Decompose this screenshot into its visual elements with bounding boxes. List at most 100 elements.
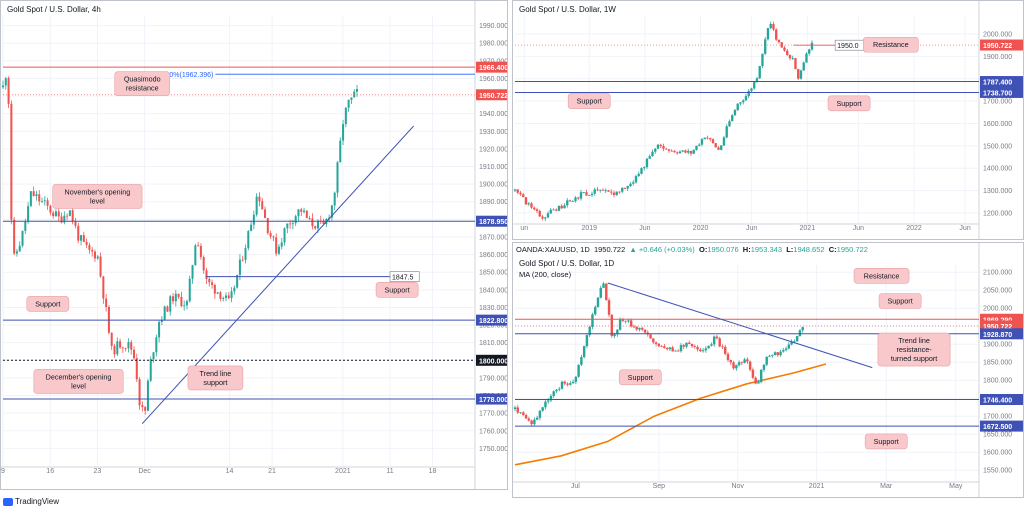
chart-canvas-4h[interactable]: 1750.0001760.0001770.0001780.0001790.000… bbox=[1, 1, 508, 490]
candle-body bbox=[737, 362, 741, 366]
candle-body bbox=[718, 338, 721, 347]
annotation-text: November's opening bbox=[65, 187, 131, 196]
annotation-callout: Support bbox=[26, 296, 70, 312]
candle-body bbox=[244, 248, 247, 260]
candle-body bbox=[740, 362, 744, 364]
candle-body bbox=[60, 216, 63, 223]
candle-body bbox=[291, 223, 294, 225]
candle-body bbox=[32, 191, 35, 197]
level-tag-text: 1950.0 bbox=[837, 43, 859, 50]
candle-body bbox=[46, 200, 49, 206]
candle-body bbox=[4, 78, 7, 86]
candle-body bbox=[211, 282, 214, 285]
candle-body bbox=[594, 307, 597, 315]
x-tick-label: Sep bbox=[653, 483, 666, 490]
candle-body bbox=[726, 353, 730, 361]
candle-body bbox=[347, 99, 350, 108]
candle-body bbox=[591, 314, 594, 327]
candle-body bbox=[779, 351, 782, 356]
candle-body bbox=[618, 319, 622, 330]
candle-body bbox=[682, 345, 685, 347]
candle-body bbox=[163, 306, 166, 320]
candle-body bbox=[765, 356, 768, 365]
annotation-box bbox=[567, 93, 611, 109]
candle-body bbox=[255, 196, 258, 215]
price-axis-badge bbox=[980, 328, 1023, 340]
candle-body bbox=[805, 53, 808, 63]
candle-body bbox=[524, 415, 528, 419]
candle-body bbox=[202, 257, 205, 271]
y-tick-label: 1900.000 bbox=[983, 342, 1012, 349]
annotation-box bbox=[853, 267, 910, 284]
y-tick-label: 1750.000 bbox=[479, 446, 508, 453]
candle-body bbox=[791, 58, 794, 59]
chart-canvas-1w[interactable]: 1200.000 1300.000 1400.000 1500.000 1600.000… bbox=[513, 1, 1024, 240]
x-tick-label: Nov bbox=[731, 483, 744, 490]
candle-body bbox=[124, 348, 127, 349]
chart-canvas-1d[interactable]: 1550.0001600.0001650.0001700.0001750.000… bbox=[513, 243, 1024, 498]
candle-body bbox=[261, 201, 264, 210]
chart-panel-1d[interactable]: 1550.0001600.0001650.0001700.0001750.000… bbox=[512, 242, 1024, 498]
y-tick-label: 1700.000 bbox=[983, 99, 1012, 106]
candle-body bbox=[645, 158, 649, 168]
candle-body bbox=[519, 412, 522, 414]
candle-body bbox=[676, 152, 679, 154]
candle-body bbox=[555, 209, 558, 211]
y-tick-label: 1940.000 bbox=[479, 111, 508, 118]
candle-body bbox=[569, 383, 572, 385]
candle-body bbox=[266, 218, 269, 234]
x-tick-label: 14 bbox=[226, 468, 234, 475]
candle-body bbox=[744, 96, 748, 101]
candle-body bbox=[130, 342, 133, 350]
tradingview-logo[interactable]: TradingView bbox=[3, 497, 59, 506]
candle-body bbox=[574, 197, 577, 202]
candle-body bbox=[588, 326, 591, 336]
candle-body bbox=[241, 259, 244, 261]
candle-body bbox=[303, 210, 306, 212]
y-tick-label: 2050.000 bbox=[983, 288, 1012, 295]
candle-body bbox=[29, 191, 32, 207]
candle-body bbox=[57, 211, 60, 217]
candle-body bbox=[546, 213, 550, 218]
candle-body bbox=[66, 215, 69, 217]
candle-body bbox=[146, 380, 149, 411]
candle-body bbox=[801, 327, 804, 331]
candle-body bbox=[665, 148, 668, 150]
candle-body bbox=[657, 343, 661, 347]
candle-body bbox=[544, 217, 547, 219]
y-tick-label: 1790.000 bbox=[479, 375, 508, 382]
candle-body bbox=[74, 221, 77, 226]
candle-body bbox=[183, 305, 186, 307]
candle-body bbox=[333, 192, 336, 206]
candle-body bbox=[782, 350, 785, 352]
candle-body bbox=[247, 231, 250, 249]
candle-body bbox=[810, 42, 814, 50]
candle-body bbox=[762, 364, 766, 370]
price-axis-badge bbox=[476, 215, 507, 227]
candle-body bbox=[783, 47, 786, 51]
chart-panel-4h[interactable]: 1750.0001760.0001770.0001780.0001790.000… bbox=[0, 0, 508, 490]
price-axis-badge-text: 1928.870 bbox=[983, 332, 1012, 339]
candle-body bbox=[344, 107, 347, 125]
candle-body bbox=[794, 58, 797, 70]
candle-body bbox=[668, 347, 672, 350]
annotation-text: support bbox=[203, 378, 227, 387]
candle-body bbox=[275, 237, 278, 254]
x-tick-label: 23 bbox=[94, 468, 102, 475]
candle-body bbox=[739, 102, 742, 104]
candle-body bbox=[314, 226, 317, 229]
chart-panel-1w[interactable]: 1200.000 1300.000 1400.000 1500.000 1600.000… bbox=[512, 0, 1024, 240]
candle-body bbox=[172, 296, 175, 302]
annotation-box bbox=[827, 95, 871, 112]
candle-body bbox=[615, 191, 618, 195]
candle-body bbox=[732, 362, 735, 369]
candle-body bbox=[250, 224, 253, 232]
annotation-callout: Support bbox=[878, 293, 922, 309]
candle-body bbox=[626, 186, 629, 189]
candle-body bbox=[80, 235, 83, 241]
candle-body bbox=[656, 144, 660, 149]
y-tick-label: 1900.000 bbox=[479, 182, 508, 189]
candle-body bbox=[113, 345, 116, 355]
